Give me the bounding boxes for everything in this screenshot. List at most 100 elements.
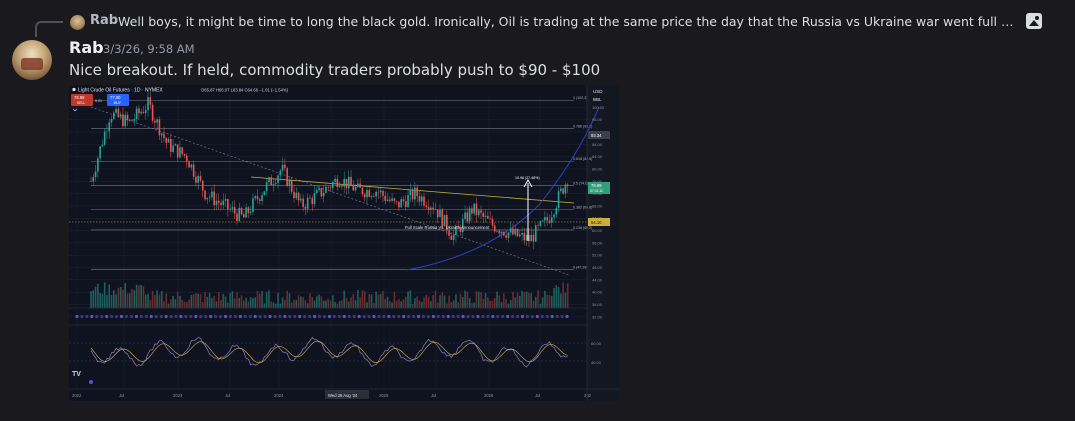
candle-body (480, 210, 482, 213)
volume-bar (318, 294, 320, 308)
candle-body (160, 133, 163, 136)
candle-body (482, 212, 485, 217)
x-tick-label: 2026 (484, 393, 494, 398)
candle-body (144, 110, 147, 113)
sell-price: 76.99 (74, 95, 85, 100)
candle-body (512, 228, 514, 235)
indicator-dot (273, 314, 277, 319)
indicator-dot (298, 314, 302, 319)
candle-body (300, 198, 302, 201)
author-name[interactable]: Rab (69, 38, 104, 57)
volume-bar (316, 296, 318, 308)
reply-avatar[interactable] (70, 15, 85, 30)
volume-bar (521, 290, 523, 308)
volume-bar (386, 296, 389, 308)
candle-body (227, 199, 229, 210)
volume-bar (480, 292, 482, 308)
x-tick-label: Jul (431, 393, 436, 398)
indicator-dot (139, 314, 143, 319)
sell-label: SELL (77, 101, 85, 105)
candle-body (316, 189, 318, 194)
volume-bar (496, 291, 498, 308)
indicator-dot (189, 314, 193, 319)
candle-body (366, 190, 368, 198)
axis-currency[interactable]: USD (593, 89, 603, 94)
candle-body (466, 212, 469, 222)
volume-bar (309, 293, 311, 308)
volume-bar (97, 283, 99, 308)
volume-bar (377, 294, 380, 308)
indicator-markers (75, 314, 569, 319)
indicator-dot (327, 314, 332, 319)
volume-bar (233, 298, 236, 308)
volume-bar (475, 291, 478, 308)
volume-bar (213, 296, 215, 308)
indicator-dot (372, 314, 376, 319)
volume-bar (190, 295, 193, 308)
y-tick-label: 68.00 (592, 203, 603, 208)
indicator-dot (263, 314, 267, 319)
candle-body (231, 207, 234, 209)
message-text: Nice breakout. If held, commodity trader… (69, 61, 601, 79)
avatar[interactable] (12, 40, 52, 80)
candle-body (320, 188, 323, 197)
candle-body (92, 177, 95, 182)
volume-bar (147, 293, 149, 308)
candle-body (345, 178, 348, 189)
crosshair-date-tag (325, 390, 369, 399)
candle-body (204, 190, 206, 200)
candle-body (240, 207, 243, 215)
reply-preview[interactable]: Rab Well boys, it might be time to long … (0, 0, 1075, 40)
volume-bar (115, 294, 117, 308)
candle-body (441, 209, 444, 227)
volume-bar (347, 301, 350, 308)
volume-bar (539, 303, 542, 308)
candle-body (347, 176, 350, 189)
candle-body (375, 191, 377, 197)
candle-body (90, 181, 92, 182)
candle-body (270, 177, 272, 186)
candle-body (302, 198, 304, 207)
volume-bar (402, 299, 405, 308)
candle-body (414, 187, 416, 200)
fib-level-label: 0.618 (82.5) (573, 157, 592, 161)
volume-bar (507, 303, 510, 308)
price-candles (90, 90, 569, 250)
volume-bar (252, 298, 254, 308)
indicator-dot (491, 314, 495, 319)
buy-button[interactable] (107, 94, 129, 106)
volume-bar (192, 294, 195, 308)
volume-bar (395, 300, 398, 308)
reply-text[interactable]: Well boys, it might be time to long the … (118, 14, 1018, 29)
volume-bar (423, 297, 425, 308)
volume-bar (181, 299, 184, 308)
indicator-dot (332, 314, 336, 319)
fib-level-label: 0 (47.29) (573, 266, 587, 270)
x-tick-label: 2025 (379, 393, 389, 398)
volume-bar (352, 293, 355, 308)
candle-body (507, 232, 510, 238)
volume-bar (370, 294, 373, 308)
price-tag-current-sub: 07:01:11 (590, 189, 603, 193)
indicator-dot (228, 314, 233, 319)
candle-body (471, 208, 473, 214)
volume-bar (389, 300, 391, 308)
candle-body (434, 209, 437, 210)
candle-body (336, 178, 339, 188)
candle-body (322, 192, 325, 197)
volume-bar (514, 297, 517, 308)
volume-bar (391, 302, 393, 308)
volume-bar (270, 301, 272, 308)
candle-body (254, 196, 257, 199)
candle-body (439, 209, 441, 218)
volume-bar (99, 292, 101, 308)
indicator-dot (75, 314, 79, 319)
candle-body (487, 215, 489, 219)
reply-author[interactable]: Rab (90, 13, 119, 28)
volume-bar (407, 291, 409, 308)
candle-body (277, 175, 279, 183)
sell-button[interactable] (71, 94, 93, 106)
support-curve (406, 106, 600, 271)
chart-image-attachment[interactable]: 1 (102.3) 0.786 (93.2) 0.618 (82.5) 0.5 (74… (69, 85, 619, 401)
volume-bar (393, 291, 396, 308)
